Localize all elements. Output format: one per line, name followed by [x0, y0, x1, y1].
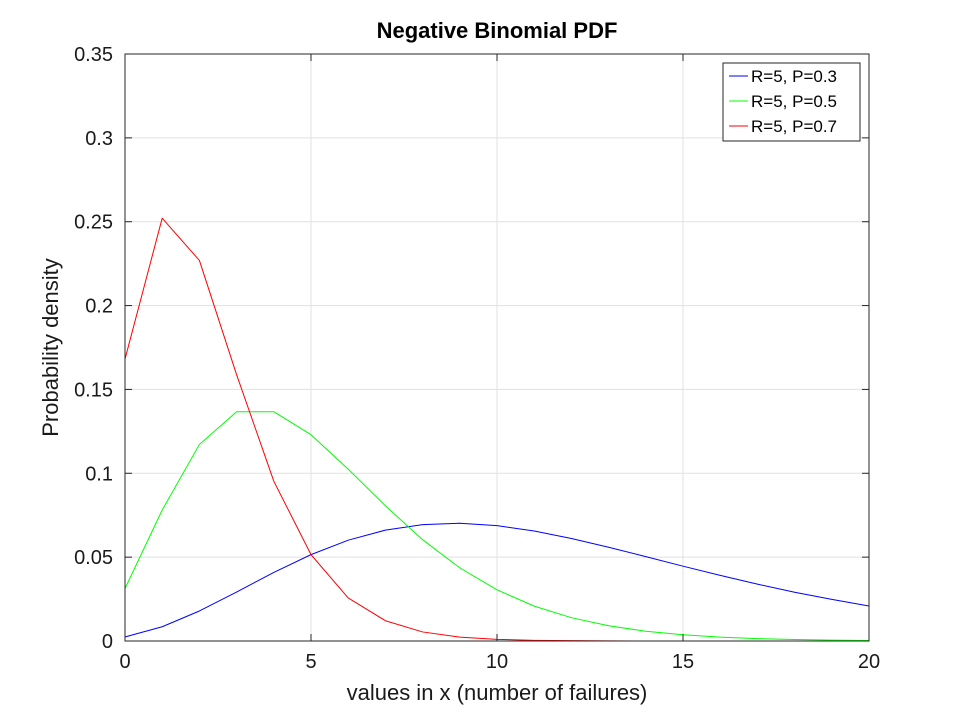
y-tick-label: 0.1	[85, 463, 113, 485]
x-tick-label: 10	[486, 651, 508, 673]
x-tick-label: 15	[672, 651, 694, 673]
series-line	[124, 522, 870, 638]
grid	[124, 53, 870, 642]
y-axis-label: Probability density	[38, 258, 63, 437]
y-tick-label: 0.3	[85, 128, 113, 150]
legend-label: R=5, P=0.5	[751, 92, 837, 111]
y-tick-label: 0.2	[85, 296, 113, 318]
y-tick-label: 0	[102, 631, 113, 653]
legend: R=5, P=0.3 R=5, P=0.5 R=5, P=0.7	[722, 62, 861, 142]
y-tick-label: 0.15	[74, 379, 113, 401]
x-tick-label: 5	[305, 651, 316, 673]
series-line	[124, 411, 870, 641]
legend-label: R=5, P=0.7	[751, 117, 837, 136]
axis-ticks: 0 5 10 15 20 0 0.05 0.1 0.15 0.2 0.25 0.3 0.35	[74, 44, 880, 673]
x-tick-label: 0	[119, 651, 130, 673]
x-axis-label: values in x (number of failures)	[347, 680, 648, 705]
legend-label: R=5, P=0.3	[751, 67, 837, 86]
chart-title: Negative Binomial PDF	[377, 18, 618, 43]
y-tick-label: 0.05	[74, 547, 113, 569]
x-tick-label: 20	[858, 651, 880, 673]
y-tick-label: 0.25	[74, 212, 113, 234]
y-tick-label: 0.35	[74, 44, 113, 66]
legend-items: R=5, P=0.3 R=5, P=0.5 R=5, P=0.7	[729, 67, 837, 136]
